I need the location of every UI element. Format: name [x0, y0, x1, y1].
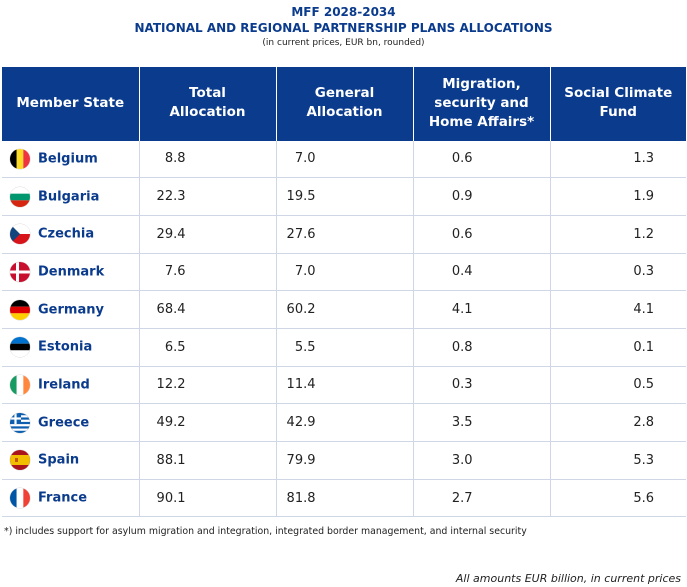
col-migration: Migration, security and Home Affairs*	[413, 67, 551, 140]
member-state-name: Bulgaria	[38, 189, 100, 205]
total-allocation-cell: 68.4	[139, 290, 277, 329]
migration-cell: 0.8	[413, 328, 551, 367]
social-climate-fund-cell: 5.6	[550, 479, 686, 518]
migration-cell: 2.7	[413, 479, 551, 518]
table-row: Czechia 29.4 27.6 0.6 1.2	[2, 215, 686, 254]
ireland-flag-icon	[10, 374, 30, 395]
member-state-cell: Czechia	[2, 215, 140, 254]
general-allocation-cell: 11.4	[276, 366, 414, 405]
migration-cell: 0.3	[413, 366, 551, 405]
member-state-name: Ireland	[38, 377, 90, 393]
table-row: France 90.1 81.8 2.7 5.6	[2, 479, 686, 518]
total-allocation-cell: 12.2	[139, 366, 277, 405]
member-state-cell: France	[2, 479, 140, 518]
col-social-climate-fund: Social Climate Fund	[550, 67, 686, 140]
col-total-allocation: Total Allocation	[139, 67, 277, 140]
member-state-cell: Germany	[2, 290, 140, 329]
member-state-name: Estonia	[38, 339, 93, 355]
member-state-cell: Bulgaria	[2, 177, 140, 216]
social-climate-fund-cell: 2.8	[550, 403, 686, 442]
social-climate-fund-cell: 0.3	[550, 253, 686, 292]
title-line-2: NATIONAL AND REGIONAL PARTNERSHIP PLANS …	[134, 21, 553, 35]
member-state-name: Denmark	[38, 264, 105, 280]
social-climate-fund-cell: 1.3	[550, 139, 686, 179]
table-row: Denmark 7.6 7.0 0.4 0.3	[2, 253, 686, 292]
bulgaria-flag-icon	[10, 186, 30, 207]
col-general-allocation: General Allocation	[276, 67, 414, 140]
table-row: Belgium 8.8 7.0 0.6 1.3	[2, 139, 686, 179]
total-allocation-cell: 49.2	[139, 403, 277, 442]
member-state-cell: Estonia	[2, 328, 140, 367]
general-allocation-cell: 42.9	[276, 403, 414, 442]
member-state-cell: Spain	[2, 441, 140, 480]
title-line-1: MFF 2028-2034	[291, 5, 396, 19]
general-allocation-cell: 19.5	[276, 177, 414, 216]
estonia-flag-icon	[10, 337, 30, 358]
social-climate-fund-cell: 1.2	[550, 215, 686, 254]
france-flag-icon	[10, 488, 30, 509]
total-allocation-cell: 90.1	[139, 479, 277, 518]
migration-cell: 3.0	[413, 441, 551, 480]
general-allocation-cell: 60.2	[276, 290, 414, 329]
total-allocation-cell: 29.4	[139, 215, 277, 254]
table-row: Estonia 6.5 5.5 0.8 0.1	[2, 328, 686, 367]
migration-cell: 0.4	[413, 253, 551, 292]
general-allocation-cell: 81.8	[276, 479, 414, 518]
header-row: Member State Total Allocation General Allo…	[2, 67, 686, 140]
migration-cell: 3.5	[413, 403, 551, 442]
member-state-name: Belgium	[38, 151, 98, 167]
allocations-table: Member State Total Allocation General Allo…	[2, 67, 686, 518]
table-row: Germany 68.4 60.2 4.1 4.1	[2, 290, 686, 329]
migration-cell: 4.1	[413, 290, 551, 329]
total-allocation-cell: 8.8	[139, 139, 277, 179]
total-allocation-cell: 6.5	[139, 328, 277, 367]
general-allocation-cell: 7.0	[276, 139, 414, 179]
migration-cell: 0.6	[413, 215, 551, 254]
migration-cell: 0.6	[413, 139, 551, 179]
general-allocation-cell: 5.5	[276, 328, 414, 367]
social-climate-fund-cell: 1.9	[550, 177, 686, 216]
social-climate-fund-cell: 0.1	[550, 328, 686, 367]
member-state-name: Greece	[38, 415, 90, 431]
social-climate-fund-cell: 4.1	[550, 290, 686, 329]
germany-flag-icon	[10, 299, 30, 320]
spain-flag-icon	[10, 450, 30, 471]
total-allocation-cell: 7.6	[139, 253, 277, 292]
greece-flag-icon	[10, 412, 30, 433]
czechia-flag-icon	[10, 224, 30, 245]
denmark-flag-icon	[10, 261, 30, 282]
belgium-flag-icon	[10, 148, 30, 169]
social-climate-fund-cell: 5.3	[550, 441, 686, 480]
general-allocation-cell: 7.0	[276, 253, 414, 292]
member-state-cell: Ireland	[2, 366, 140, 405]
migration-cell: 0.9	[413, 177, 551, 216]
member-state-cell: Denmark	[2, 253, 140, 292]
member-state-cell: Belgium	[2, 139, 140, 179]
table-row: Bulgaria 22.3 19.5 0.9 1.9	[2, 177, 686, 216]
table-row: Spain 88.1 79.9 3.0 5.3	[2, 441, 686, 480]
total-allocation-cell: 88.1	[139, 441, 277, 480]
general-allocation-cell: 27.6	[276, 215, 414, 254]
footnote: *) includes support for asylum migration…	[4, 526, 527, 537]
social-climate-fund-cell: 0.5	[550, 366, 686, 405]
amounts-note: All amounts EUR billion, in current pric…	[455, 572, 681, 585]
total-allocation-cell: 22.3	[139, 177, 277, 216]
col-member-state: Member State	[2, 67, 140, 140]
table-row: Greece 49.2 42.9 3.5 2.8	[2, 403, 686, 442]
member-state-cell: Greece	[2, 403, 140, 442]
subtitle: (in current prices, EUR bn, rounded)	[262, 38, 425, 48]
member-state-name: Czechia	[38, 226, 95, 242]
member-state-name: France	[38, 490, 88, 506]
member-state-name: Spain	[38, 452, 80, 468]
table-row: Ireland 12.2 11.4 0.3 0.5	[2, 366, 686, 405]
general-allocation-cell: 79.9	[276, 441, 414, 480]
member-state-name: Germany	[38, 302, 104, 318]
